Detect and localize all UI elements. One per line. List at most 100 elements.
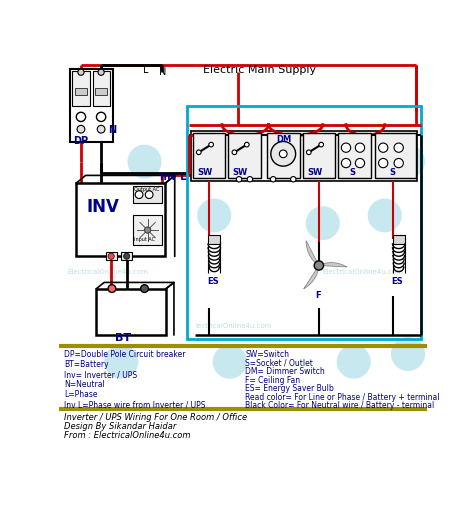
Circle shape [379, 143, 388, 152]
Text: SW=Switch: SW=Switch [245, 350, 289, 359]
Circle shape [78, 69, 84, 75]
Bar [70, 69, 113, 142]
Circle shape [237, 177, 242, 182]
Circle shape [245, 142, 249, 147]
Circle shape [379, 158, 388, 168]
Circle shape [141, 285, 148, 292]
Text: L: L [143, 65, 149, 75]
Circle shape [368, 199, 402, 232]
Text: Input AC: Input AC [134, 237, 155, 242]
Text: From : ElectricalOnline4u.com: From : ElectricalOnline4u.com [64, 431, 191, 440]
Bar [267, 133, 300, 178]
Circle shape [197, 199, 231, 232]
Text: lectricalOnline4u.com: lectricalOnline4u.com [195, 323, 272, 329]
Text: N=Neutral: N=Neutral [64, 380, 105, 389]
Circle shape [108, 285, 116, 292]
Circle shape [96, 112, 106, 121]
Bar [208, 234, 220, 244]
Text: ES= Energy Saver Bulb: ES= Energy Saver Bulb [245, 384, 334, 393]
Text: ES: ES [207, 277, 219, 286]
Bar [95, 89, 107, 95]
Text: SW: SW [307, 168, 322, 177]
Bar [106, 252, 117, 260]
Text: S: S [349, 168, 355, 177]
Text: DM= Dimmer Switch: DM= Dimmer Switch [245, 367, 325, 376]
Circle shape [394, 143, 403, 152]
Text: Black Color= For Neutral wire / Battery - terminal: Black Color= For Neutral wire / Battery … [245, 401, 435, 410]
Circle shape [314, 261, 324, 270]
Circle shape [391, 144, 425, 179]
Circle shape [209, 142, 213, 147]
Circle shape [135, 191, 143, 199]
Circle shape [124, 253, 130, 260]
Circle shape [108, 253, 114, 260]
Circle shape [341, 143, 351, 152]
Bar [392, 234, 405, 244]
Bar [76, 183, 165, 256]
Text: F= Ceiling Fan: F= Ceiling Fan [245, 376, 301, 385]
Circle shape [391, 337, 425, 371]
Bar [73, 72, 90, 106]
Text: ES: ES [392, 277, 403, 286]
Bar [187, 106, 421, 338]
Text: SW: SW [197, 168, 212, 177]
Text: ElectricalOnline4u.com: ElectricalOnline4u.com [323, 269, 404, 275]
Text: Design By Sikandar Haidar: Design By Sikandar Haidar [64, 422, 176, 431]
Circle shape [337, 345, 371, 379]
Circle shape [145, 191, 153, 199]
Circle shape [394, 158, 403, 168]
Circle shape [306, 206, 340, 240]
Circle shape [77, 125, 85, 133]
Polygon shape [304, 266, 319, 289]
Text: Electric Main Supply: Electric Main Supply [202, 65, 316, 75]
Bar [96, 289, 166, 335]
Circle shape [271, 141, 296, 166]
Text: ElectricalOnline4u.com: ElectricalOnline4u.com [67, 269, 148, 275]
Text: Inverter / UPS Wiring For One Room / Office: Inverter / UPS Wiring For One Room / Off… [64, 413, 247, 421]
Text: BT: BT [115, 333, 131, 343]
Bar [228, 133, 261, 178]
Text: Read color= For Line or Phase / Battery + terminal: Read color= For Line or Phase / Battery … [245, 393, 440, 401]
Circle shape [356, 143, 365, 152]
Text: L=Phase: L=Phase [64, 390, 97, 399]
Circle shape [341, 158, 351, 168]
Text: Inv L: Inv L [160, 173, 186, 182]
Text: DM: DM [276, 135, 292, 143]
Circle shape [97, 125, 105, 133]
Circle shape [76, 112, 86, 121]
Bar [375, 133, 416, 178]
Circle shape [104, 222, 138, 255]
Circle shape [356, 158, 365, 168]
Bar [191, 131, 417, 181]
Circle shape [196, 150, 201, 155]
Text: F: F [315, 291, 320, 300]
Circle shape [98, 69, 104, 75]
Text: BT=Battery: BT=Battery [64, 360, 109, 369]
Circle shape [104, 345, 138, 379]
Circle shape [128, 144, 162, 179]
Text: Inv= Inverter / UPS: Inv= Inverter / UPS [64, 370, 137, 379]
Circle shape [291, 177, 296, 182]
Text: DP: DP [73, 136, 88, 146]
Polygon shape [306, 241, 319, 266]
Circle shape [271, 177, 276, 182]
Bar [92, 72, 110, 106]
Text: DP=Double Pole Circuit breaker: DP=Double Pole Circuit breaker [64, 350, 185, 359]
Text: S=Socket / Outlet: S=Socket / Outlet [245, 359, 313, 368]
Circle shape [247, 177, 253, 182]
Circle shape [279, 150, 287, 158]
Circle shape [307, 150, 311, 155]
Text: N: N [108, 125, 116, 135]
Circle shape [213, 345, 247, 379]
Bar [133, 186, 162, 203]
Text: INV: INV [86, 199, 119, 217]
Bar [338, 133, 371, 178]
Circle shape [145, 227, 151, 233]
Bar [133, 216, 162, 245]
Text: N: N [159, 67, 166, 77]
Circle shape [319, 142, 324, 147]
Bar [121, 252, 132, 260]
Circle shape [232, 150, 237, 155]
Text: S: S [390, 168, 395, 177]
Text: SW: SW [233, 168, 248, 177]
